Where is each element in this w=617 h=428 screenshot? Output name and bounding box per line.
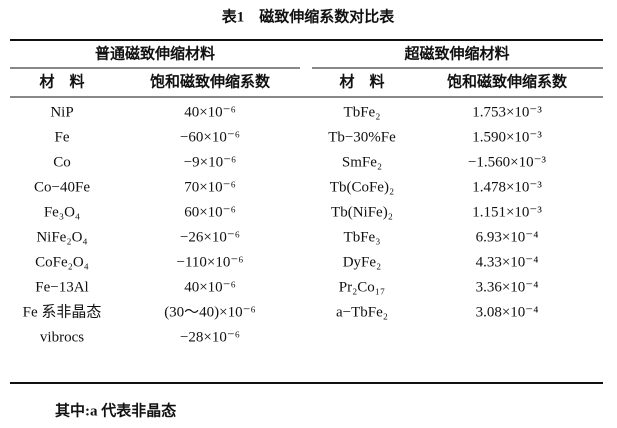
table-cell: (30～40)×10⁻⁶ <box>164 304 256 320</box>
table-cell: −9×10⁻⁶ <box>184 154 237 170</box>
table-cell: 4.33×10⁻⁴ <box>476 254 539 270</box>
table-cell: 40×10⁻⁶ <box>184 104 236 120</box>
group-header: 普通磁致伸缩材料 <box>95 44 215 62</box>
table-cell: vibrocs <box>40 329 84 345</box>
table-cell: Fe₃O₄ <box>44 204 80 220</box>
table-cell: Tb(CoFe)₂ <box>330 179 394 195</box>
table-cell: NiP <box>50 104 73 120</box>
table-cell: SmFe₂ <box>342 154 382 170</box>
table-cell: NiFe₂O₄ <box>36 229 87 245</box>
column-header: 材 料 <box>339 72 384 90</box>
table-cell: 3.08×10⁻⁴ <box>476 304 539 320</box>
group-header: 超磁致伸缩材料 <box>403 44 509 62</box>
table-cell: 3.36×10⁻⁴ <box>476 279 539 295</box>
table-cell: Tb−30%Fe <box>328 129 396 145</box>
table-cell: Fe <box>55 129 70 145</box>
table-cell: CoFe₂O₄ <box>35 254 89 270</box>
table-cell: Tb(NiFe)₂ <box>331 204 393 220</box>
table-cell: −26×10⁻⁶ <box>180 229 240 245</box>
table-cell: Fe−13Al <box>35 279 88 295</box>
table-cell: 1.753×10⁻³ <box>472 104 542 120</box>
table-cell: 70×10⁻⁶ <box>184 179 236 195</box>
table-cell: Co <box>53 154 71 170</box>
footnote: 其中:a 代表非晶态 <box>55 401 176 419</box>
column-header: 材 料 <box>39 72 84 90</box>
table-cell: −28×10⁻⁶ <box>180 329 240 345</box>
table-cell: Fe 系非晶态 <box>23 303 102 320</box>
table-cell: a−TbFe₂ <box>336 304 388 320</box>
table-cell: 1.590×10⁻³ <box>472 129 542 145</box>
table-cell: Co−40Fe <box>34 179 90 195</box>
table-cell: 40×10⁻⁶ <box>184 279 236 295</box>
table-cell: DyFe₂ <box>343 254 382 270</box>
table-cell: TbFe₃ <box>344 229 381 245</box>
table-cell: −60×10⁻⁶ <box>180 129 240 145</box>
table-cell: 1.478×10⁻³ <box>472 179 542 195</box>
table-cell: 60×10⁻⁶ <box>184 204 236 220</box>
table-cell: −1.560×10⁻³ <box>468 154 547 170</box>
column-header: 饱和磁致伸缩系数 <box>150 72 271 90</box>
table-cell: 6.93×10⁻⁴ <box>476 229 539 245</box>
table-cell: 1.151×10⁻³ <box>472 204 542 220</box>
table-cell: Pr₂Co₁₇ <box>339 279 386 295</box>
column-header: 饱和磁致伸缩系数 <box>447 72 568 90</box>
table-title: 表1 磁致伸缩系数对比表 <box>222 7 396 25</box>
table-cell: TbFe₂ <box>344 104 381 120</box>
table-cell: −110×10⁻⁶ <box>176 254 243 270</box>
